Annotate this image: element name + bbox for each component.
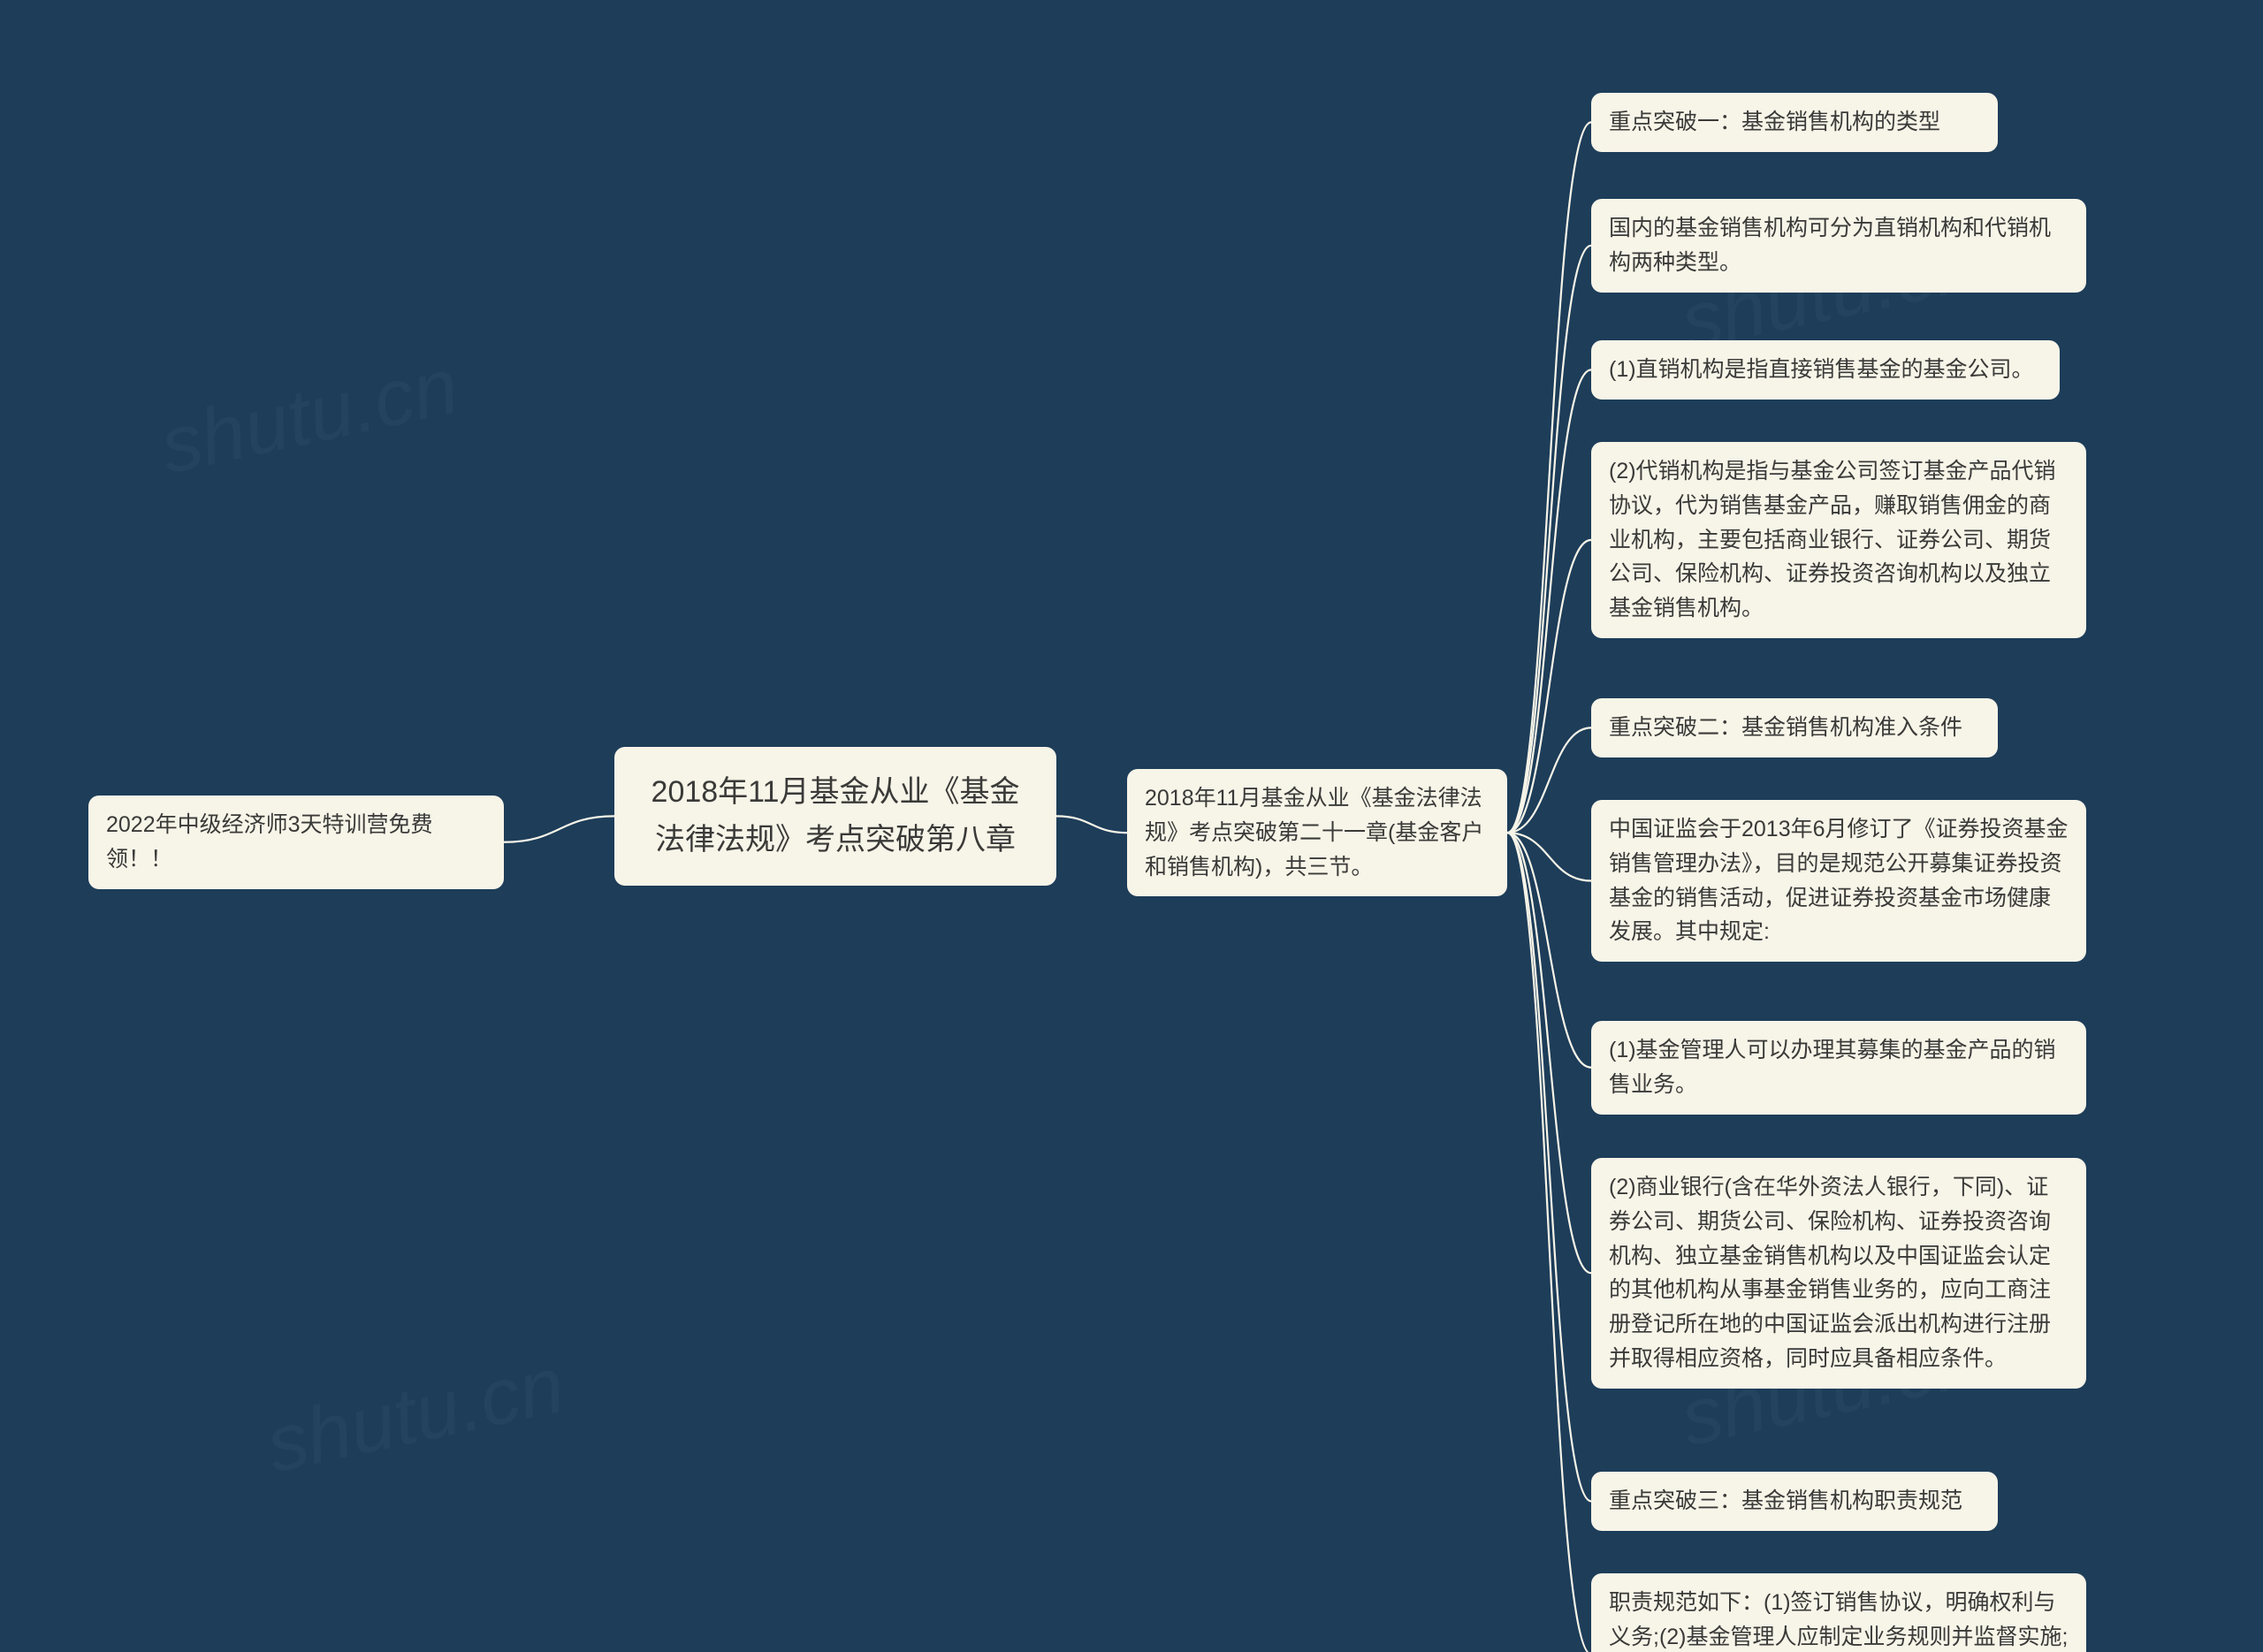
detail-node-text: (1)基金管理人可以办理其募集的基金产品的销售业务。 <box>1609 1038 2056 1097</box>
detail-node-text: 重点突破三：基金销售机构职责规范 <box>1609 1488 1962 1513</box>
root-node-text: 2018年11月基金从业《基金法律法规》考点突破第八章 <box>651 775 1020 856</box>
detail-node-text: 国内的基金销售机构可分为直销机构和代销机构两种类型。 <box>1609 216 2051 275</box>
watermark: shutu.cn <box>259 1340 572 1491</box>
detail-node[interactable]: 职责规范如下：(1)签订销售协议，明确权利与义务;(2)基金管理人应制定业务规则… <box>1591 1573 2086 1652</box>
detail-node-text: (2)代销机构是指与基金公司签订基金产品代销协议，代为销售基金产品，赚取销售佣金… <box>1609 459 2056 620</box>
detail-node[interactable]: (1)直销机构是指直接销售基金的基金公司。 <box>1591 340 2060 400</box>
right-child-text: 2018年11月基金从业《基金法律法规》考点突破第二十一章(基金客户和销售机构)… <box>1145 786 1483 879</box>
watermark: shutu.cn <box>153 341 466 492</box>
detail-node-text: 重点突破二：基金销售机构准入条件 <box>1609 715 1962 740</box>
detail-node-text: 重点突破一：基金销售机构的类型 <box>1609 110 1940 134</box>
detail-node[interactable]: 重点突破二：基金销售机构准入条件 <box>1591 698 1998 757</box>
detail-node[interactable]: 国内的基金销售机构可分为直销机构和代销机构两种类型。 <box>1591 199 2086 293</box>
detail-node[interactable]: 中国证监会于2013年6月修订了《证券投资基金销售管理办法》，目的是规范公开募集… <box>1591 800 2086 962</box>
detail-node-text: (1)直销机构是指直接销售基金的基金公司。 <box>1609 357 2034 382</box>
detail-node[interactable]: (1)基金管理人可以办理其募集的基金产品的销售业务。 <box>1591 1021 2086 1115</box>
detail-node[interactable]: (2)商业银行(含在华外资法人银行，下同)、证券公司、期货公司、保险机构、证券投… <box>1591 1158 2086 1389</box>
root-node[interactable]: 2018年11月基金从业《基金法律法规》考点突破第八章 <box>614 747 1056 886</box>
detail-node-text: 中国证监会于2013年6月修订了《证券投资基金销售管理办法》，目的是规范公开募集… <box>1609 817 2069 944</box>
detail-node-text: 职责规范如下：(1)签订销售协议，明确权利与义务;(2)基金管理人应制定业务规则… <box>1609 1590 2068 1652</box>
left-child-node[interactable]: 2022年中级经济师3天特训营免费领！！ <box>88 796 504 889</box>
detail-node[interactable]: (2)代销机构是指与基金公司签订基金产品代销协议，代为销售基金产品，赚取销售佣金… <box>1591 442 2086 638</box>
detail-node-text: (2)商业银行(含在华外资法人银行，下同)、证券公司、期货公司、保险机构、证券投… <box>1609 1175 2051 1371</box>
right-child-node[interactable]: 2018年11月基金从业《基金法律法规》考点突破第二十一章(基金客户和销售机构)… <box>1127 769 1507 896</box>
detail-node[interactable]: 重点突破三：基金销售机构职责规范 <box>1591 1472 1998 1531</box>
left-child-text: 2022年中级经济师3天特训营免费领！！ <box>106 812 433 872</box>
detail-node[interactable]: 重点突破一：基金销售机构的类型 <box>1591 93 1998 152</box>
